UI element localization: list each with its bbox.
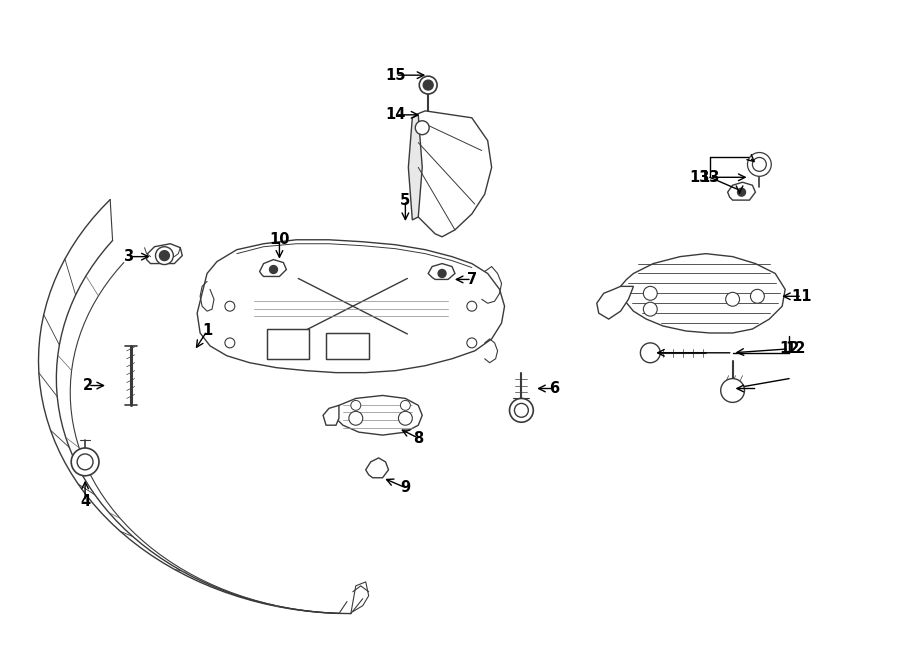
Text: 13: 13 <box>699 170 720 185</box>
Circle shape <box>721 379 744 403</box>
Polygon shape <box>147 244 183 264</box>
Polygon shape <box>621 254 785 333</box>
Polygon shape <box>197 240 505 373</box>
Text: 1: 1 <box>202 323 212 338</box>
Circle shape <box>71 448 99 476</box>
Circle shape <box>738 188 745 196</box>
Text: 14: 14 <box>385 107 406 122</box>
Polygon shape <box>428 264 455 280</box>
Circle shape <box>644 286 657 300</box>
Circle shape <box>748 153 771 176</box>
Polygon shape <box>727 182 755 200</box>
Text: 3: 3 <box>122 249 133 264</box>
Text: 7: 7 <box>467 272 477 287</box>
Circle shape <box>269 266 277 274</box>
Circle shape <box>467 338 477 348</box>
Text: 10: 10 <box>269 232 290 247</box>
Text: 4: 4 <box>80 494 90 509</box>
Circle shape <box>423 80 433 90</box>
Circle shape <box>725 292 740 306</box>
Polygon shape <box>259 260 286 276</box>
Circle shape <box>752 157 766 171</box>
Text: 8: 8 <box>413 430 423 446</box>
Circle shape <box>225 338 235 348</box>
Circle shape <box>419 76 437 94</box>
Circle shape <box>156 247 174 264</box>
Text: 2: 2 <box>83 378 93 393</box>
Circle shape <box>515 403 528 417</box>
Circle shape <box>77 454 93 470</box>
Polygon shape <box>409 115 422 220</box>
Text: 5: 5 <box>400 192 410 208</box>
Circle shape <box>349 411 363 425</box>
Circle shape <box>415 121 429 135</box>
Text: 6: 6 <box>549 381 559 396</box>
Polygon shape <box>333 395 422 435</box>
Text: 12: 12 <box>785 341 806 356</box>
Circle shape <box>644 302 657 316</box>
Text: 12: 12 <box>778 341 799 356</box>
Circle shape <box>641 343 661 363</box>
Circle shape <box>351 401 361 410</box>
Text: 11: 11 <box>792 289 813 304</box>
Circle shape <box>751 290 764 303</box>
Circle shape <box>438 270 446 278</box>
Polygon shape <box>365 458 389 478</box>
Circle shape <box>509 399 534 422</box>
Circle shape <box>399 411 412 425</box>
Circle shape <box>467 301 477 311</box>
Polygon shape <box>326 333 369 359</box>
Text: 9: 9 <box>400 480 410 495</box>
Text: 15: 15 <box>385 67 406 83</box>
Polygon shape <box>323 405 339 425</box>
Circle shape <box>159 251 169 260</box>
Polygon shape <box>266 329 310 359</box>
Polygon shape <box>412 111 491 237</box>
Circle shape <box>225 301 235 311</box>
Polygon shape <box>597 286 634 319</box>
Circle shape <box>400 401 410 410</box>
Text: 13: 13 <box>689 170 710 185</box>
